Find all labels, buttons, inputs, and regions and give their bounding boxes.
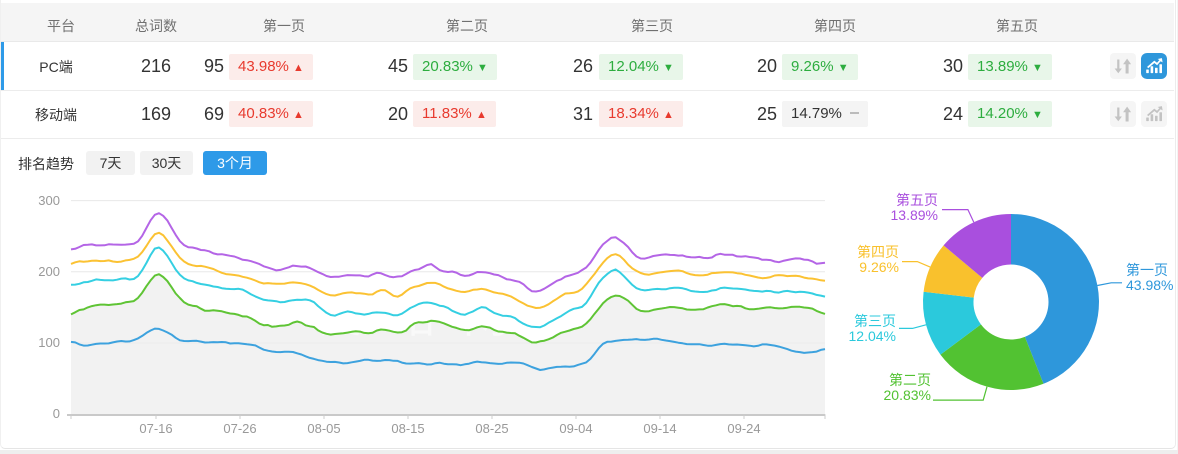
svg-text:300: 300	[38, 193, 60, 208]
svg-text:08-05: 08-05	[307, 421, 340, 436]
svg-text:第五页: 第五页	[896, 192, 938, 208]
svg-text:100: 100	[38, 335, 60, 350]
svg-text:07-26: 07-26	[223, 421, 256, 436]
svg-text:09-24: 09-24	[727, 421, 760, 436]
svg-text:09-14: 09-14	[643, 421, 676, 436]
svg-text:第三页: 第三页	[854, 313, 896, 329]
svg-text:13.89%: 13.89%	[891, 207, 938, 223]
svg-text:20.83%: 20.83%	[884, 387, 931, 403]
svg-text:12.04%: 12.04%	[849, 328, 896, 344]
svg-text:07-16: 07-16	[139, 421, 172, 436]
svg-text:第二页: 第二页	[889, 372, 931, 388]
svg-text:9.26%: 9.26%	[859, 259, 899, 275]
svg-text:第一页: 第一页	[1126, 262, 1168, 278]
svg-text:200: 200	[38, 264, 60, 279]
svg-text:第四页: 第四页	[857, 244, 899, 260]
svg-text:08-15: 08-15	[391, 421, 424, 436]
svg-text:0: 0	[53, 406, 60, 421]
svg-text:08-25: 08-25	[475, 421, 508, 436]
svg-text:09-04: 09-04	[559, 421, 592, 436]
svg-text:43.98%: 43.98%	[1126, 277, 1173, 293]
svg-text:爱站网: 爱站网	[319, 293, 535, 342]
